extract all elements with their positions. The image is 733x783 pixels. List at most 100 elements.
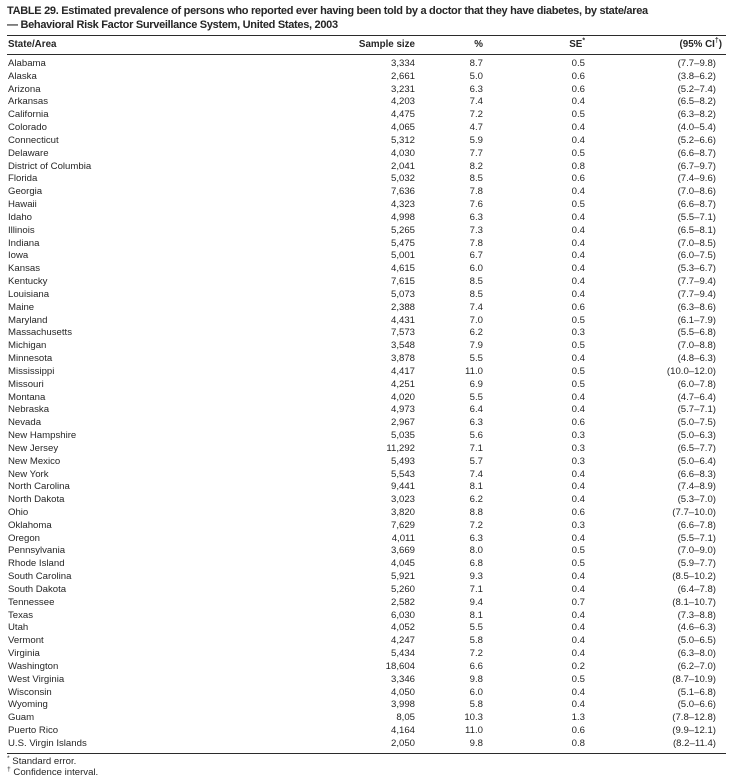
col-header-state-area: State/Area xyxy=(7,35,287,55)
state-cell: Connecticut xyxy=(8,134,59,146)
table-row: New Jersey 11,292 7.1 0.3 (6.5–7.7) xyxy=(7,443,726,456)
sample-size-cell: 4,164 xyxy=(390,725,415,737)
se-cell: 0.6 xyxy=(571,506,585,518)
state-cell: Utah xyxy=(8,622,29,634)
percent-cell: 8.0 xyxy=(469,545,483,557)
se-cell: 0.8 xyxy=(571,160,585,172)
se-cell: 0.3 xyxy=(571,327,585,339)
percent-cell: 6.7 xyxy=(469,250,483,262)
state-cell: South Carolina xyxy=(8,571,72,583)
table-row: Arkansas 4,203 7.4 0.4 (6.5–8.2) xyxy=(7,96,726,109)
col-header-ci: (95% CI†) xyxy=(585,35,726,55)
table-row: Maryland 4,431 7.0 0.5 (6.1–7.9) xyxy=(7,315,726,328)
percent-cell: 9.8 xyxy=(469,673,483,685)
table-row: North Carolina 9,441 8.1 0.4 (7.4–8.9) xyxy=(7,481,726,494)
se-cell: 0.4 xyxy=(571,622,585,634)
se-cell: 0.4 xyxy=(571,122,585,134)
percent-cell: 5.0 xyxy=(469,70,483,82)
ci-cell: (6.0–7.8) xyxy=(677,378,716,390)
table-row: Colorado 4,065 4.7 0.4 (4.0–5.4) xyxy=(7,122,726,135)
se-cell: 0.4 xyxy=(571,571,585,583)
sample-size-cell: 5,475 xyxy=(390,237,415,249)
sample-size-cell: 3,334 xyxy=(390,58,415,69)
sample-size-cell: 11,292 xyxy=(386,442,415,454)
percent-cell: 9.4 xyxy=(469,596,483,608)
percent-cell: 6.0 xyxy=(469,263,483,275)
percent-cell: 5.9 xyxy=(469,134,483,146)
sample-size-cell: 3,669 xyxy=(390,545,415,557)
table-row: Illinois 5,265 7.3 0.4 (6.5–8.1) xyxy=(7,225,726,238)
table-row: Texas 6,030 8.1 0.4 (7.3–8.8) xyxy=(7,610,726,623)
state-cell: New Jersey xyxy=(8,442,59,454)
se-cell: 0.4 xyxy=(571,481,585,493)
table-row: District of Columbia 2,041 8.2 0.8 (6.7–9.7) xyxy=(7,161,726,174)
percent-cell: 6.9 xyxy=(469,378,483,390)
ci-cell: (8.7–10.9) xyxy=(672,673,716,685)
state-cell: Alabama xyxy=(8,58,46,69)
state-cell: Michigan xyxy=(8,340,47,352)
ci-cell: (7.0–9.0) xyxy=(677,545,716,557)
col-header-sample-size: Sample size xyxy=(287,35,415,55)
state-cell: Oregon xyxy=(8,532,40,544)
ci-cell: (5.5–6.8) xyxy=(677,327,716,339)
percent-cell: 7.8 xyxy=(469,186,483,198)
se-cell: 0.4 xyxy=(571,583,585,595)
state-cell: Mississippi xyxy=(8,365,55,377)
table-row: Oklahoma 7,629 7.2 0.3 (6.6–7.8) xyxy=(7,520,726,533)
state-cell: North Dakota xyxy=(8,494,65,506)
table-row: Washington 18,604 6.6 0.2 (6.2–7.0) xyxy=(7,661,726,674)
percent-cell: 7.9 xyxy=(469,340,483,352)
se-cell: 0.4 xyxy=(571,686,585,698)
percent-cell: 5.5 xyxy=(469,353,483,365)
table-row: Oregon 4,011 6.3 0.4 (5.5–7.1) xyxy=(7,533,726,546)
ci-cell: (7.7–9.8) xyxy=(677,58,716,69)
percent-cell: 7.1 xyxy=(469,442,483,454)
ci-cell: (6.3–8.6) xyxy=(677,301,716,313)
se-cell: 0.4 xyxy=(571,186,585,198)
se-cell: 0.4 xyxy=(571,468,585,480)
percent-cell: 7.3 xyxy=(469,224,483,236)
state-cell: Montana xyxy=(8,391,46,403)
percent-cell: 11.0 xyxy=(465,365,483,377)
percent-cell: 7.0 xyxy=(469,314,483,326)
table-row: Pennsylvania 3,669 8.0 0.5 (7.0–9.0) xyxy=(7,545,726,558)
ci-cell: (5.0–6.4) xyxy=(677,455,716,467)
sample-size-cell: 4,973 xyxy=(390,404,415,416)
prevalence-table: State/Area Sample size % SE* (95% CI†) A… xyxy=(7,35,726,754)
se-cell: 0.4 xyxy=(571,609,585,621)
percent-cell: 8.2 xyxy=(469,160,483,172)
sample-size-cell: 2,582 xyxy=(390,596,415,608)
ci-cell: (7.7–9.4) xyxy=(677,288,716,300)
table-row: California 4,475 7.2 0.5 (6.3–8.2) xyxy=(7,109,726,122)
ci-cell: (6.2–7.0) xyxy=(677,660,716,672)
percent-cell: 9.8 xyxy=(469,737,483,749)
table-row: Nevada 2,967 6.3 0.6 (5.0–7.5) xyxy=(7,417,726,430)
percent-cell: 8.7 xyxy=(469,58,483,69)
ci-footnote-marker: † xyxy=(714,37,719,45)
sample-size-cell: 4,065 xyxy=(390,122,415,134)
ci-cell: (4.7–6.4) xyxy=(677,391,716,403)
sample-size-cell: 4,030 xyxy=(390,147,415,159)
sample-size-cell: 7,636 xyxy=(390,186,415,198)
state-cell: Florida xyxy=(8,173,38,185)
state-cell: Colorado xyxy=(8,122,47,134)
table-row: Nebraska 4,973 6.4 0.4 (5.7–7.1) xyxy=(7,404,726,417)
percent-cell: 7.2 xyxy=(469,109,483,121)
sample-size-cell: 4,052 xyxy=(390,622,415,634)
percent-cell: 5.5 xyxy=(469,622,483,634)
sample-size-cell: 5,032 xyxy=(390,173,415,185)
sample-size-cell: 5,493 xyxy=(390,455,415,467)
state-cell: Puerto Rico xyxy=(8,725,59,737)
state-cell: Pennsylvania xyxy=(8,545,66,557)
sample-size-cell: 2,661 xyxy=(390,70,415,82)
state-cell: Illinois xyxy=(8,224,35,236)
sample-size-cell: 7,615 xyxy=(390,276,415,288)
footnote-standard-error-text: Standard error. xyxy=(9,755,77,767)
se-cell: 0.5 xyxy=(571,673,585,685)
ci-cell: (6.3–8.0) xyxy=(677,648,716,660)
state-cell: Georgia xyxy=(8,186,43,198)
table-row: Arizona 3,231 6.3 0.6 (5.2–7.4) xyxy=(7,84,726,97)
se-cell: 0.4 xyxy=(571,635,585,647)
ci-cell: (7.7–9.4) xyxy=(677,276,716,288)
